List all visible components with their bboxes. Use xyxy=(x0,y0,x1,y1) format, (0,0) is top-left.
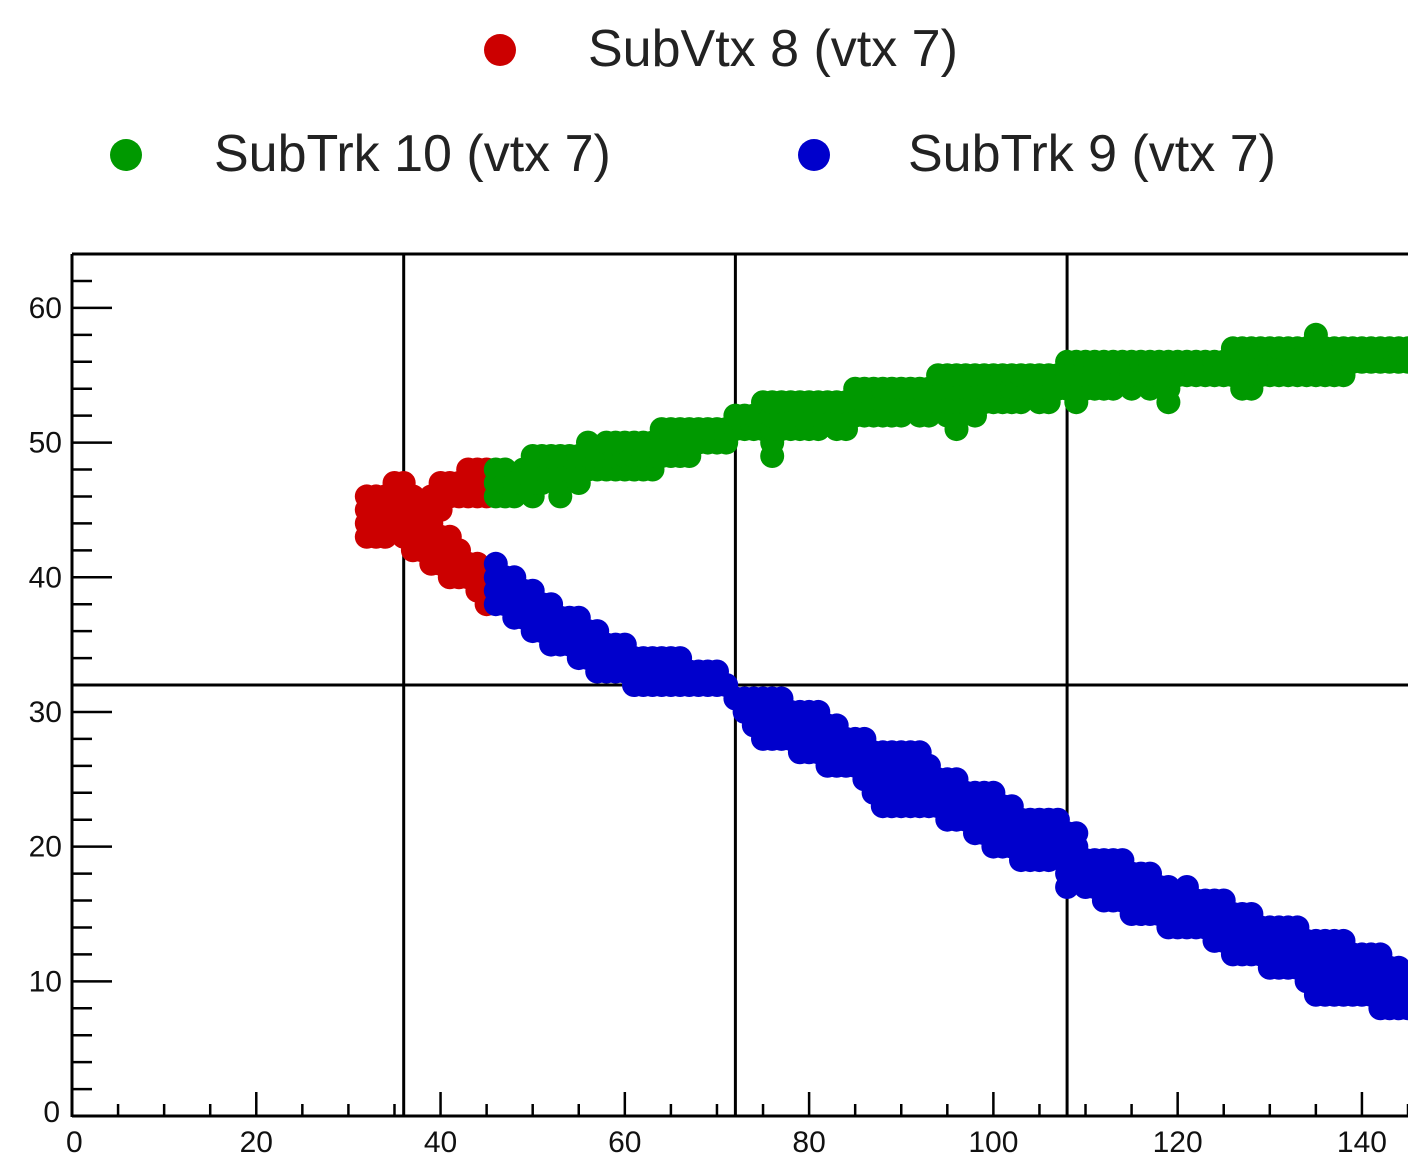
legend-entry-subvtx-8: SubVtx 8 (vtx 7) xyxy=(484,20,958,78)
legend-entry-subtrk-10: SubTrk 10 (vtx 7) xyxy=(110,125,611,183)
data-points xyxy=(354,322,1408,1021)
legend-marker-subvtx-8 xyxy=(484,34,516,66)
legend-marker-subtrk-10 xyxy=(110,139,142,171)
x-tick-label: 40 xyxy=(424,1126,457,1157)
y-tick-label: 40 xyxy=(29,561,62,594)
series-1 xyxy=(354,457,499,617)
legend-label-subtrk-10: SubTrk 10 (vtx 7) xyxy=(214,125,611,183)
x-tick-label: 120 xyxy=(1153,1126,1203,1157)
x-tick-label: 100 xyxy=(968,1126,1018,1157)
legend-label-subvtx-8: SubVtx 8 (vtx 7) xyxy=(588,20,958,78)
data-point xyxy=(1396,336,1408,361)
data-point xyxy=(1064,821,1089,846)
data-point xyxy=(1396,969,1408,994)
legend-marker-subtrk-9 xyxy=(798,139,830,171)
x-tick-label: 80 xyxy=(792,1126,825,1157)
legend-entry-subtrk-9: SubTrk 9 (vtx 7) xyxy=(798,125,1276,183)
y-tick-label: 30 xyxy=(29,696,62,729)
y-tick-label: 0 xyxy=(43,1096,60,1129)
series-2 xyxy=(483,322,1408,509)
x-tick-label: 0 xyxy=(66,1126,83,1157)
y-tick-label: 60 xyxy=(29,292,62,325)
x-tick-label: 20 xyxy=(240,1126,273,1157)
y-tick-label: 20 xyxy=(29,831,62,864)
x-tick-label: 140 xyxy=(1337,1126,1387,1157)
y-tick-label: 50 xyxy=(29,427,62,460)
series-3 xyxy=(483,551,1408,1021)
x-tick-label: 60 xyxy=(608,1126,641,1157)
axes: 0 20 40 60 80 100 120 140 0 10 20 30 40 50 60 xyxy=(29,252,1408,1157)
legend-label-subtrk-9: SubTrk 9 (vtx 7) xyxy=(908,125,1276,183)
y-tick-label: 10 xyxy=(29,965,62,998)
legend: SubVtx 8 (vtx 7) SubTrk 10 (vtx 7) SubTr… xyxy=(110,20,1276,183)
